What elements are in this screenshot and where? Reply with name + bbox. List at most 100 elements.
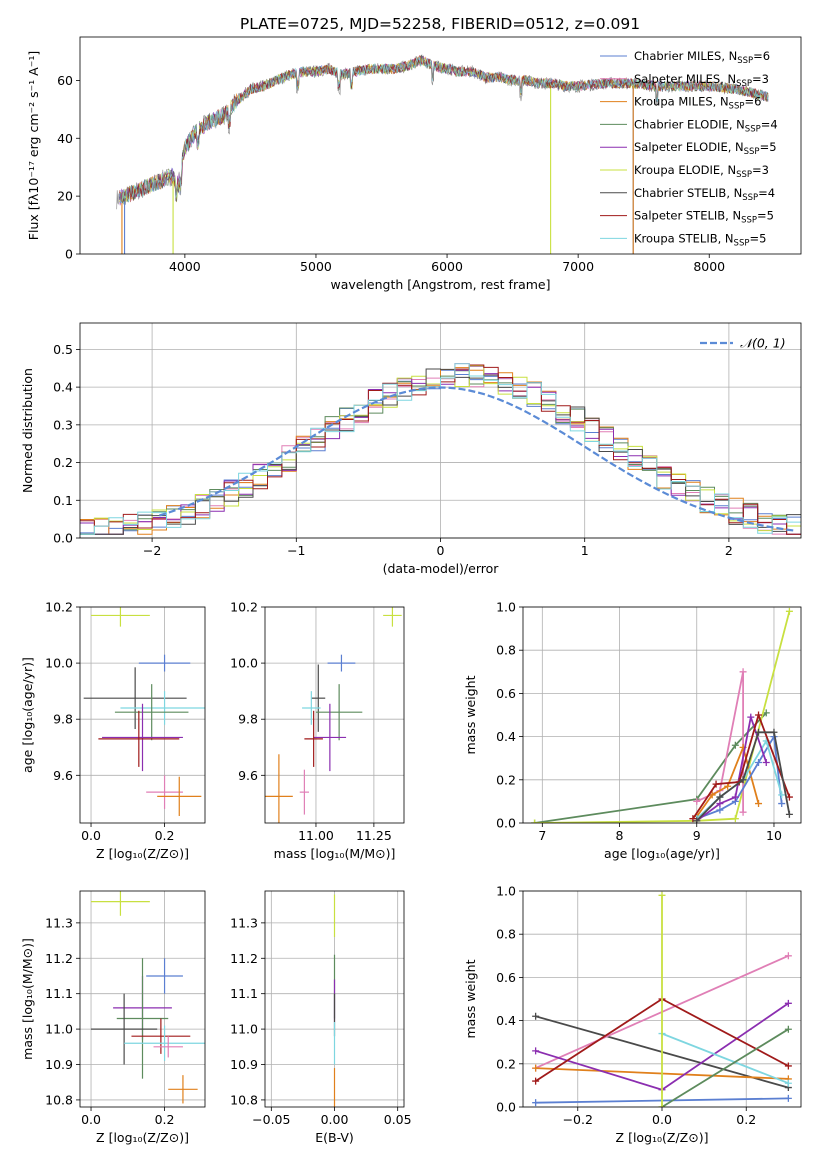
weight-marker [693, 797, 701, 805]
y-axis-label: age [log₁₀(age/yr)] [20, 657, 35, 773]
axes-frame [79, 890, 206, 1108]
weight-marker [784, 999, 792, 1007]
weight-marker [739, 808, 747, 816]
legend-label: Kroupa ELODIE, NSSP=3 [634, 163, 769, 180]
legend-text: Kroupa STELIB, N [634, 231, 734, 245]
x-tick-label: 0.2 [155, 828, 175, 843]
weight-marker [784, 1079, 792, 1087]
figure-title: PLATE=0725, MJD=52258, FIBERID=0512, z=0… [240, 15, 640, 33]
model-spectrum [119, 57, 769, 204]
histogram-step [80, 368, 801, 535]
panel-age_vs_mass: 11.00 11.25 9.6 9.8 10.0 10.2 mass [log₁₀(M/M⊙… [230, 600, 405, 861]
weight-marker [532, 1099, 540, 1107]
legend-count: =4 [758, 186, 775, 200]
x-tick-label: −0.05 [252, 1112, 290, 1127]
y-tick-label: 0.2 [53, 455, 73, 470]
y-axis-label: Flux [fλ10⁻¹⁷ erg cm⁻² s⁻¹ A⁻¹] [26, 51, 41, 240]
y-tick-label: 1.0 [496, 600, 516, 615]
weight-line [696, 731, 791, 822]
weight-marker [716, 800, 724, 808]
legend-subscript: SSP [734, 238, 750, 248]
y-tick-label: 0.0 [53, 531, 73, 546]
weight-marker [784, 1025, 792, 1033]
weight-marker [731, 741, 739, 749]
plot-area-age_vs_mass [265, 607, 402, 823]
panel-weight_vs_age: 7 8 9 10 0.0 0.2 0.4 0.6 0.8 1.0 age [log₁₀(age/yr… [463, 600, 802, 861]
legend-count: =6 [744, 95, 761, 109]
y-tick-label: 0.5 [53, 342, 73, 357]
y-tick-label: 0.0 [496, 816, 516, 831]
y-tick-label: 1.0 [496, 884, 516, 899]
y-tick-label: 0.8 [496, 643, 516, 658]
weight-marker [716, 806, 724, 814]
y-tick-label: 10.8 [230, 1092, 258, 1107]
weight-marker [755, 711, 763, 719]
x-tick-label: 0.2 [155, 1112, 175, 1127]
weight-marker [532, 1012, 540, 1020]
y-tick-label: 10.2 [45, 600, 73, 615]
y-tick-label: 10.0 [45, 656, 73, 671]
weight-marker [712, 780, 720, 788]
plot-area-mass_vs_Z [91, 891, 205, 1104]
y-tick-label: 0.2 [496, 772, 516, 787]
x-tick-label: 5000 [300, 259, 332, 274]
panel-age_vs_Z: 0.0 0.2 9.6 9.8 10.0 10.2 Z [log₁₀(Z/Z⊙)] age [… [20, 600, 206, 861]
legend-label: Kroupa STELIB, NSSP=5 [634, 231, 766, 248]
y-tick-label: 10.9 [45, 1057, 73, 1072]
legend-text: Chabrier STELIB, N [634, 186, 742, 200]
x-tick-label: −2 [143, 543, 161, 558]
axes-frame [264, 890, 405, 1108]
y-axis-label: mass weight [463, 675, 478, 754]
x-tick-label: 2 [725, 543, 733, 558]
legend-label: 𝒩(0, 1) [740, 336, 786, 351]
histogram-step [80, 363, 801, 535]
legend-text: Salpeter STELIB, N [634, 209, 741, 223]
y-tick-label: 9.6 [53, 768, 73, 783]
y-tick-label: 11.2 [45, 951, 73, 966]
legend-subscript: SSP [736, 79, 752, 89]
legend-count: =5 [749, 231, 766, 245]
legend-count: =5 [760, 140, 777, 154]
axes-frame [79, 322, 802, 539]
model-spectrum [119, 55, 769, 203]
x-tick-label: 8000 [693, 259, 725, 274]
histogram-step [80, 370, 801, 535]
y-tick-label: 11.1 [45, 986, 73, 1001]
legend-label: Kroupa MILES, NSSP=6 [634, 95, 761, 112]
legend-subscript: SSP [744, 147, 760, 157]
panel-mass_vs_ebv: −0.05 0.00 0.05 10.8 10.9 11.0 11.1 11.2 11.3 E(B… [230, 890, 412, 1145]
weight-marker [532, 1077, 540, 1085]
weight-marker [739, 668, 747, 676]
y-tick-label: 0.2 [496, 1056, 516, 1071]
y-tick-label: 0.1 [53, 493, 73, 508]
panel-mass_vs_Z: 0.0 0.2 10.8 10.9 11.0 11.1 11.2 11.3 Z [log₁₀(Z… [20, 890, 206, 1145]
weight-line [696, 733, 783, 820]
legend-count: =6 [753, 49, 770, 63]
weight-line [534, 712, 767, 823]
y-tick-label: 9.8 [53, 712, 73, 727]
y-axis-label: mass [log₁₀(M/M⊙)] [20, 938, 35, 1060]
x-tick-label: 0 [437, 543, 445, 558]
legend-count: =3 [752, 163, 769, 177]
weight-marker [784, 1062, 792, 1070]
axes-frame [522, 890, 802, 1108]
weight-marker [731, 793, 739, 801]
weight-marker [784, 1094, 792, 1102]
y-tick-label: 0.6 [496, 686, 516, 701]
axes-frame [522, 606, 802, 824]
x-axis-label: age [log₁₀(age/yr)] [604, 846, 720, 861]
y-tick-label: 10.9 [230, 1057, 258, 1072]
weight-marker [716, 793, 724, 801]
x-axis-label: wavelength [Angstrom, rest frame] [330, 277, 550, 292]
legend-subscript: SSP [736, 170, 752, 180]
legend-label: Salpeter STELIB, NSSP=5 [634, 209, 774, 226]
legend-subscript: SSP [741, 216, 757, 226]
x-axis-label: mass [log₁₀(M/M⊙)] [274, 846, 396, 861]
x-tick-label: 0.0 [652, 1112, 672, 1127]
legend-subscript: SSP [745, 124, 761, 134]
weight-marker [731, 815, 739, 823]
x-tick-label: 0.05 [384, 1112, 412, 1127]
normal-curve [158, 386, 794, 532]
